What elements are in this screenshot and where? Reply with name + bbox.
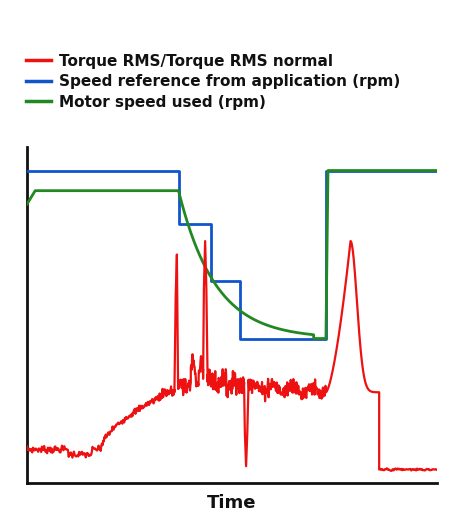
Legend: Torque RMS/Torque RMS normal, Speed reference from application (rpm), Motor spee: Torque RMS/Torque RMS normal, Speed refe… xyxy=(27,54,400,110)
X-axis label: Time: Time xyxy=(207,494,256,512)
